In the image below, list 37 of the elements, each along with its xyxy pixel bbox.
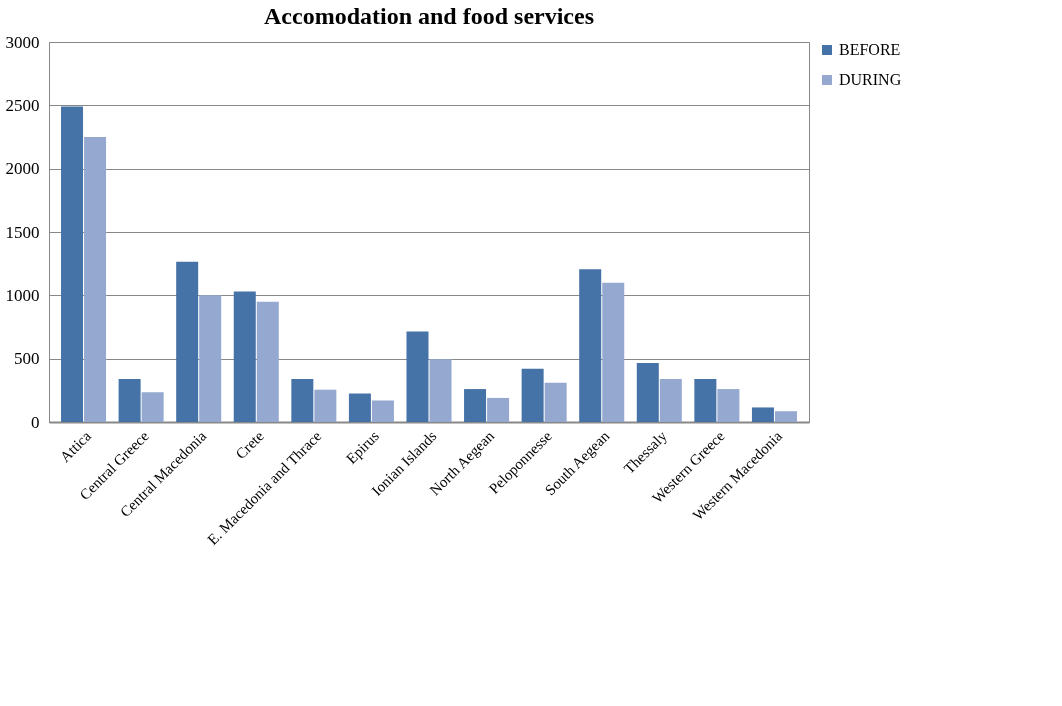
bar	[371, 400, 394, 422]
bar	[233, 291, 256, 422]
bar	[314, 389, 337, 422]
y-tick-label: 0	[31, 412, 40, 432]
y-tick-label: 1500	[5, 222, 40, 242]
bar	[636, 363, 659, 422]
y-tick-label: 2500	[5, 95, 40, 115]
bar	[84, 137, 107, 422]
bar	[256, 301, 279, 422]
bar	[118, 378, 141, 422]
bar	[176, 261, 199, 422]
bar	[429, 359, 452, 422]
bar	[61, 106, 84, 422]
bar	[348, 393, 371, 422]
bar	[717, 389, 740, 422]
bar	[521, 368, 544, 422]
bar	[141, 392, 164, 422]
bar	[602, 282, 625, 422]
bar	[694, 378, 717, 422]
y-tick-label: 1000	[5, 285, 40, 305]
x-tick-label: Crete	[232, 427, 268, 463]
bar	[487, 397, 510, 422]
bar	[291, 378, 314, 422]
y-tick-label: 500	[14, 349, 40, 369]
bar	[464, 389, 487, 422]
bar	[579, 269, 602, 422]
legend-label: BEFORE	[839, 41, 901, 58]
bar	[544, 382, 567, 422]
bar	[774, 411, 797, 422]
chart-title: Accomodation and food services	[264, 3, 594, 29]
bar	[199, 295, 222, 422]
legend-label: DURING	[839, 71, 902, 88]
bar	[751, 407, 774, 422]
bar	[659, 378, 682, 422]
y-tick-label: 3000	[5, 32, 40, 52]
y-tick-label: 2000	[5, 159, 40, 179]
bar	[406, 331, 429, 422]
